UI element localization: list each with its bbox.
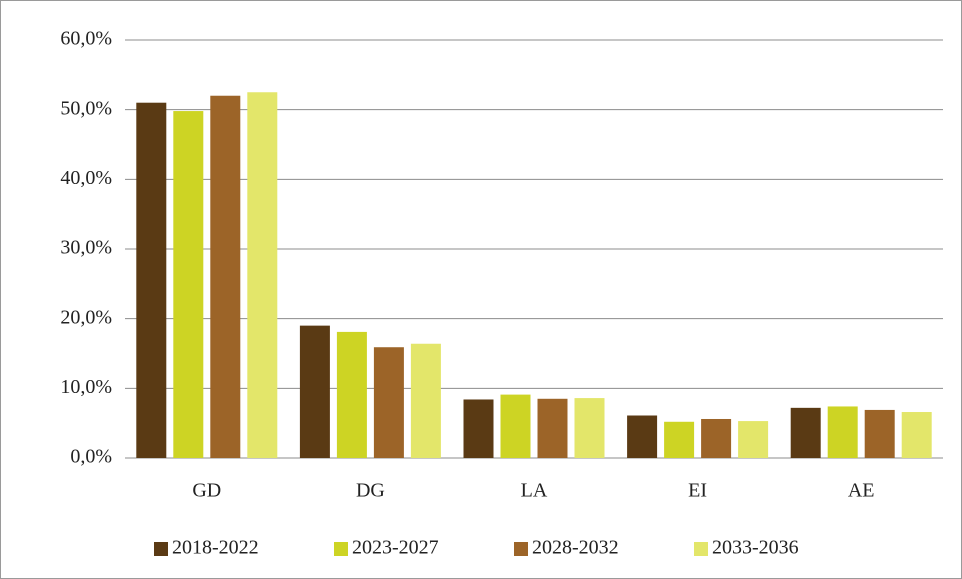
legend-label: 2018-2022	[172, 537, 259, 559]
bar	[336, 331, 367, 458]
legend-swatch	[334, 542, 348, 556]
bar	[247, 92, 278, 458]
y-tick-label: 10,0%	[60, 376, 112, 398]
bar	[827, 406, 858, 458]
y-tick-label: 40,0%	[60, 167, 112, 189]
y-tick-label: 50,0%	[60, 97, 112, 119]
bar	[627, 415, 658, 458]
legend-label: 2023-2027	[352, 537, 439, 559]
x-tick-label: AE	[848, 480, 875, 502]
bar	[664, 421, 695, 458]
x-tick-label: EI	[688, 480, 707, 502]
bar	[537, 398, 568, 458]
bar	[574, 398, 605, 458]
x-tick-label: GD	[192, 480, 221, 502]
legend-label: 2033-2036	[712, 537, 799, 559]
legend-swatch	[694, 542, 708, 556]
y-tick-label: 20,0%	[60, 306, 112, 328]
bar	[463, 399, 494, 458]
legend-label: 2028-2032	[532, 537, 619, 559]
legend-swatch	[514, 542, 528, 556]
bar	[701, 418, 732, 458]
y-tick-label: 0,0%	[70, 446, 112, 468]
y-tick-label: 30,0%	[60, 237, 112, 259]
bar	[210, 95, 241, 458]
bar	[173, 111, 204, 458]
y-tick-label: 60,0%	[60, 28, 112, 50]
bar	[500, 394, 531, 458]
x-tick-label: LA	[521, 480, 548, 502]
bar	[410, 343, 441, 458]
bar	[901, 412, 932, 458]
legend-swatch	[154, 542, 168, 556]
bar	[299, 325, 330, 458]
bar	[864, 409, 895, 458]
bar	[136, 102, 167, 458]
x-tick-label: DG	[356, 480, 385, 502]
bar	[373, 347, 404, 458]
bar	[738, 421, 769, 458]
bar	[790, 407, 821, 458]
